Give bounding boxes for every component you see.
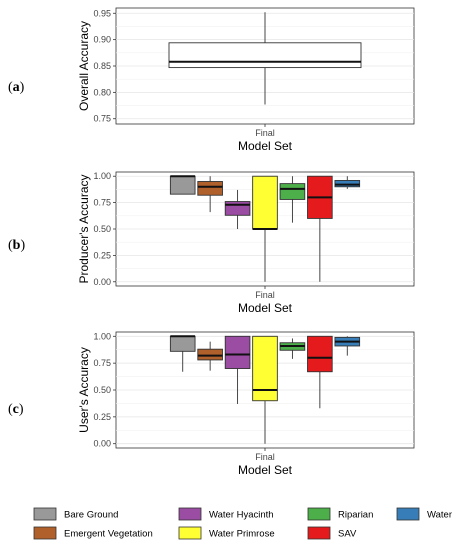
legend-swatch (307, 526, 331, 540)
box-body (169, 335, 196, 352)
box-body (252, 175, 278, 230)
legend-label: Emergent Vegetation (64, 529, 153, 540)
legend-item: Bare Ground (33, 507, 118, 521)
box-body (252, 335, 278, 402)
x-tick-label: Final (255, 452, 275, 462)
x-tick-label: Final (255, 290, 275, 300)
y-tick-label: 0.50 (93, 224, 111, 234)
legend-swatch (396, 507, 420, 521)
x-axis-title: Model Set (238, 139, 293, 153)
legend-item: Water (396, 507, 452, 521)
x-axis-title: Model Set (238, 301, 293, 315)
y-axis-title: Producer's Accuracy (77, 174, 91, 283)
legend-item: Water Primrose (178, 526, 275, 540)
legend: Bare Ground Emergent Vegetation Water Hyac… (33, 507, 452, 540)
legend-label: SAV (338, 529, 357, 540)
y-axis-title: Overall Accuracy (77, 21, 91, 111)
legend-label: Water (427, 510, 452, 521)
y-tick-label: 0.25 (93, 412, 111, 422)
y-tick-label: 0.00 (93, 277, 111, 287)
box-emergent-vegetation (197, 341, 223, 371)
box-sav (307, 335, 333, 409)
legend-label: Water Hyacinth (209, 510, 274, 521)
box-body (307, 335, 333, 373)
box-body (224, 335, 251, 369)
y-tick-label: 0.00 (93, 439, 111, 449)
y-tick-label: 0.75 (93, 114, 111, 124)
y-tick-label: 0.90 (93, 35, 111, 45)
panel-label: (b) (8, 238, 25, 253)
box-water (334, 176, 361, 189)
legend-swatch (33, 507, 57, 521)
y-tick-label: 0.75 (93, 358, 111, 368)
box-bare-ground (169, 335, 196, 372)
y-axis-title: User's Accuracy (77, 347, 91, 433)
y-tick-label: 0.75 (93, 198, 111, 208)
box-body (197, 348, 223, 361)
y-tick-label: 1.00 (93, 171, 111, 181)
box-water (334, 336, 361, 356)
box-body (169, 175, 196, 195)
y-tick-label: 0.95 (93, 8, 111, 18)
box-riparian (279, 338, 306, 359)
y-tick-label: 0.85 (93, 61, 111, 71)
legend-item: Emergent Vegetation (33, 526, 153, 540)
legend-item: Riparian (307, 507, 373, 521)
box-body (334, 179, 361, 188)
box-water-hyacinth (224, 335, 251, 404)
panel-label: (a) (8, 80, 25, 95)
box-emergent-vegetation (197, 176, 223, 213)
panel-label: (c) (8, 402, 24, 417)
legend-label: Bare Ground (64, 510, 118, 521)
y-tick-label: 0.80 (93, 87, 111, 97)
box-overall (168, 12, 362, 105)
y-tick-label: 1.00 (93, 331, 111, 341)
legend-item: Water Hyacinth (178, 507, 274, 521)
legend-label: Riparian (338, 510, 373, 521)
legend-swatch (178, 507, 202, 521)
legend-swatch (178, 526, 202, 540)
y-tick-label: 0.25 (93, 250, 111, 260)
x-axis-title: Model Set (238, 463, 293, 477)
box-body (197, 181, 223, 196)
legend-swatch (33, 526, 57, 540)
box-riparian (279, 176, 306, 223)
x-tick-label: Final (255, 128, 275, 138)
box-sav (307, 175, 333, 282)
y-tick-label: 0.50 (93, 385, 111, 395)
box-body (224, 201, 251, 216)
box-body (279, 183, 306, 200)
box-water-primrose (252, 175, 278, 282)
box-body (168, 42, 362, 69)
legend-swatch (307, 507, 331, 521)
legend-label: Water Primrose (209, 529, 275, 540)
legend-item: SAV (307, 526, 357, 540)
box-water-primrose (252, 335, 278, 444)
box-water-hyacinth (224, 189, 251, 229)
box-bare-ground (169, 175, 196, 195)
